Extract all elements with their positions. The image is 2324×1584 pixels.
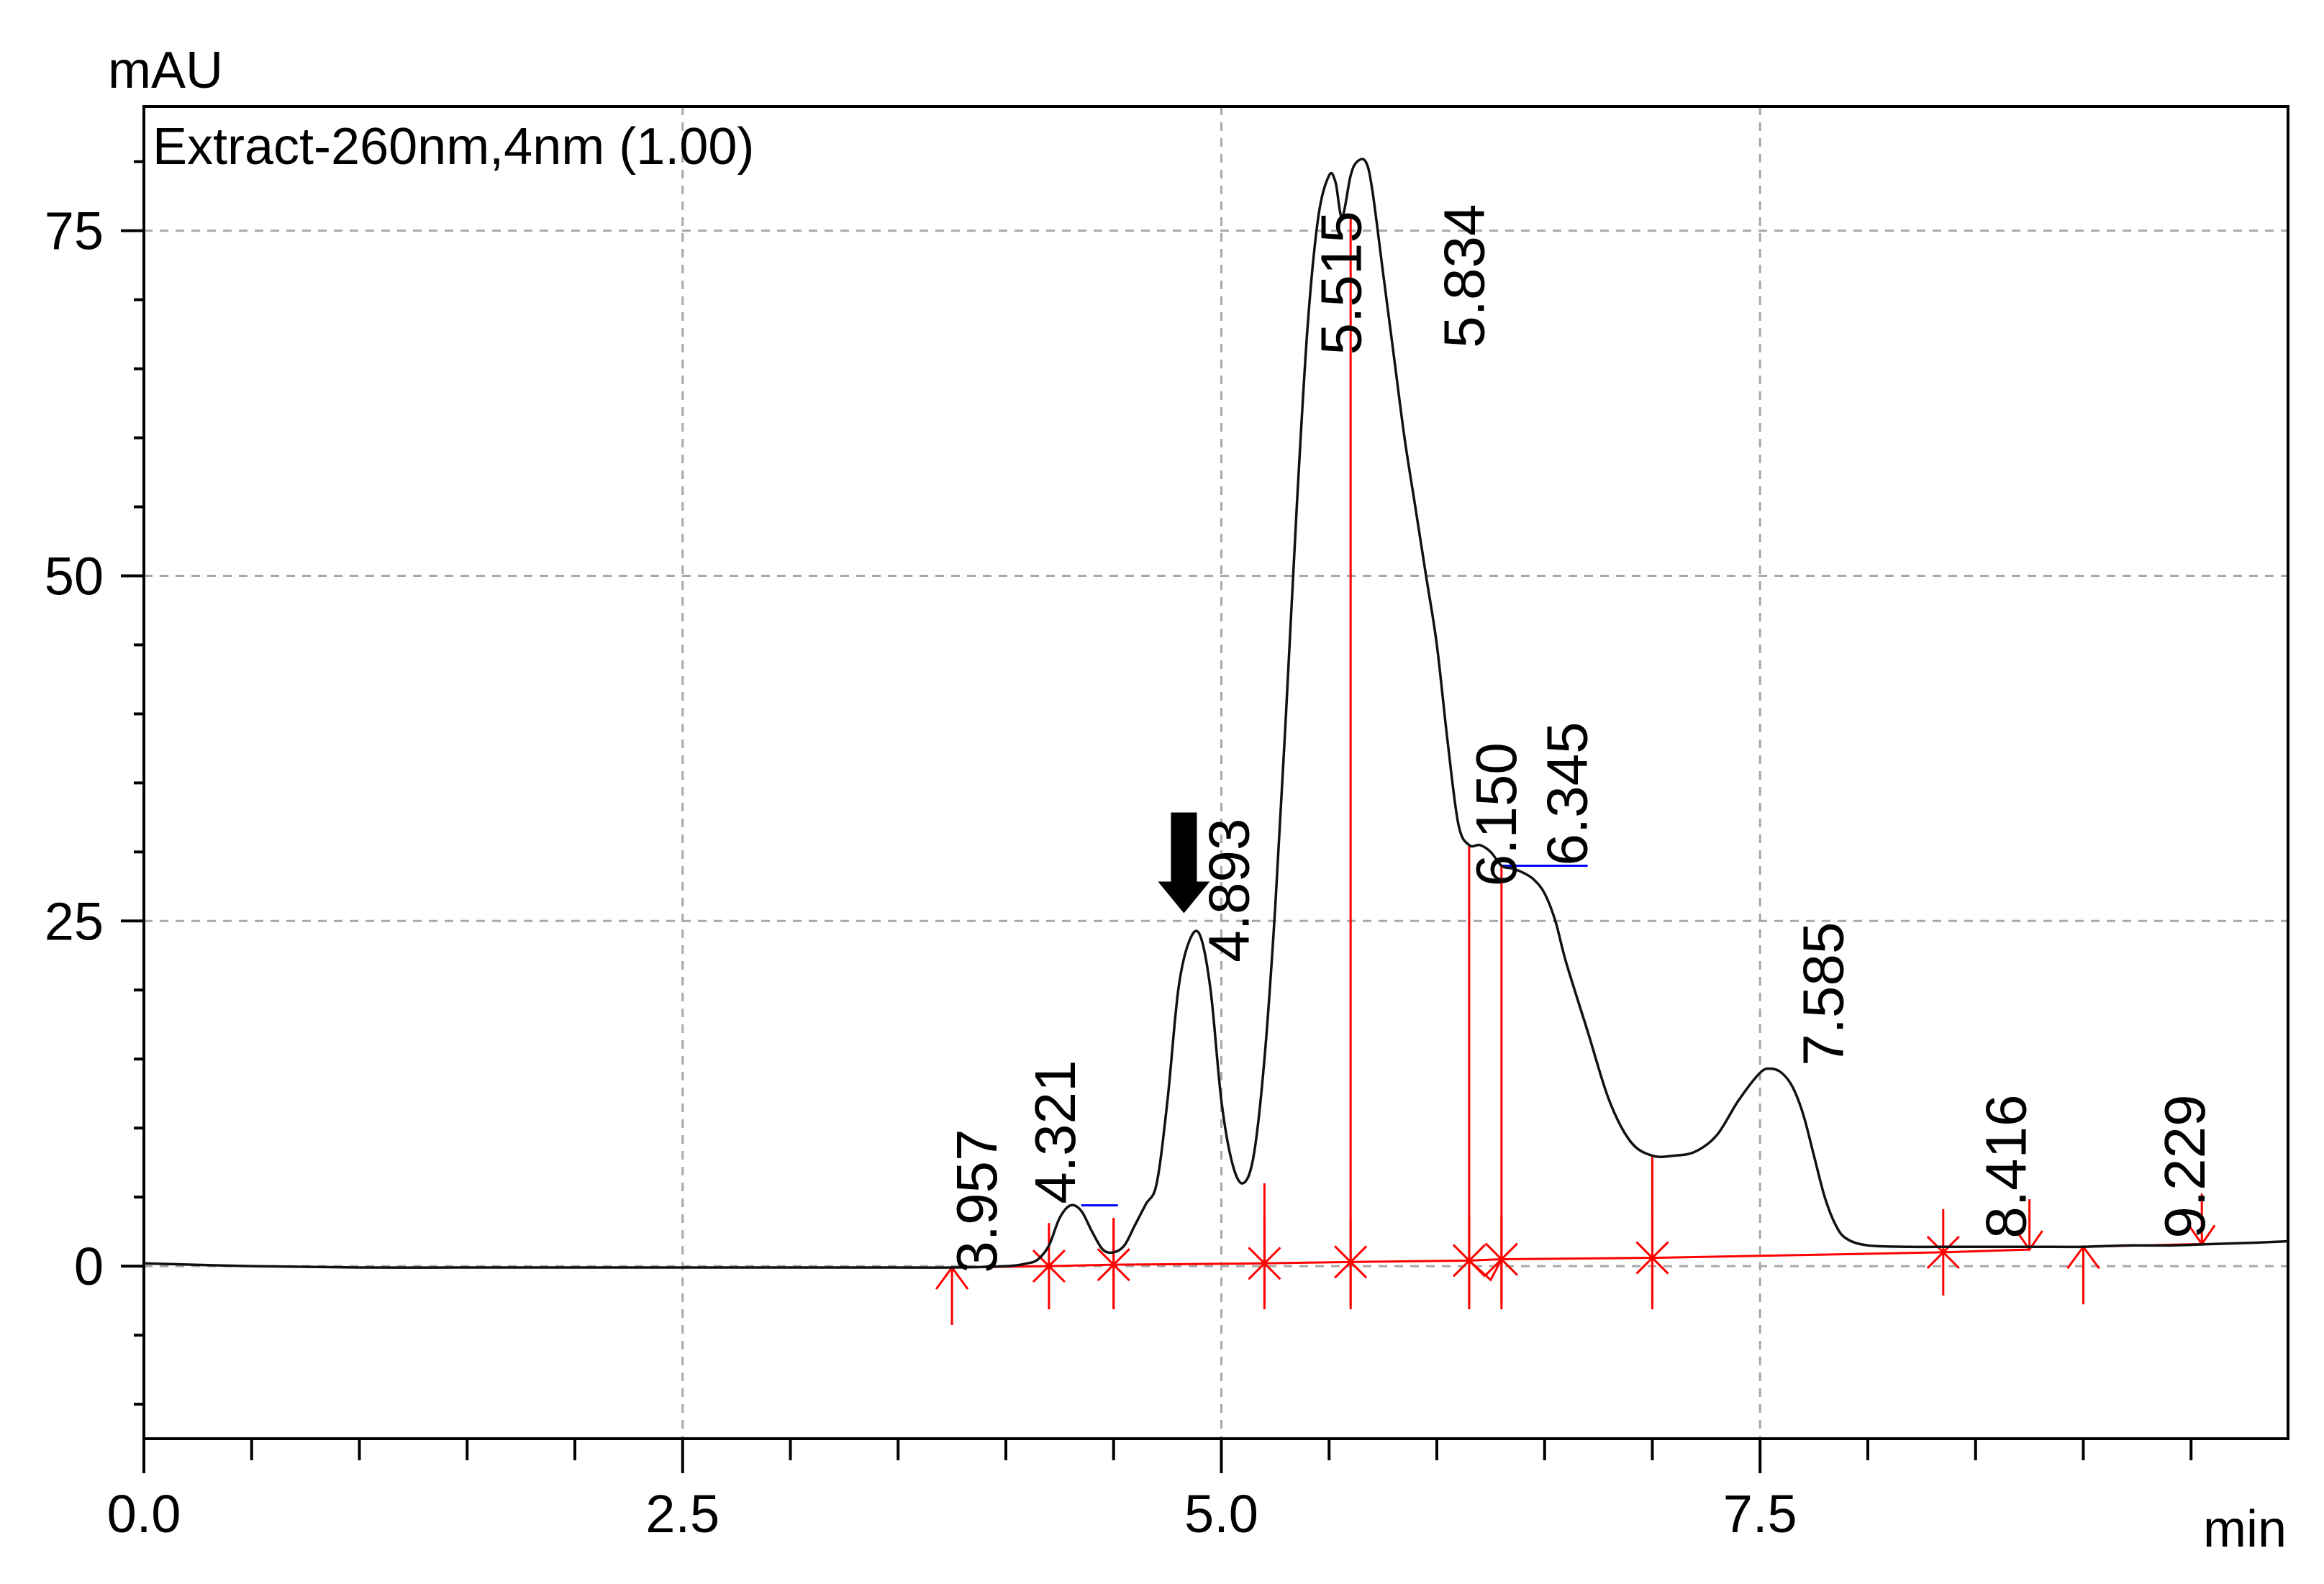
plot-frame: [142, 105, 2289, 1440]
peak-separator-marker: [1452, 1217, 1486, 1304]
series-line: [143, 158, 2289, 1269]
marker-diagonal-b: [1926, 1235, 1960, 1269]
peak-label: 4.893: [1197, 819, 1261, 962]
peak-separator-marker: [1635, 1214, 1669, 1301]
x-tick-label: 2.5: [645, 1484, 720, 1544]
y-tick-label: 25: [45, 891, 104, 951]
plot-border: [142, 105, 2289, 1440]
peak-label: 6.150: [1464, 742, 1528, 886]
axis-ticks: [121, 160, 2193, 1473]
peak-label: 3.957: [945, 1129, 1009, 1273]
x-axis-label: min: [2203, 1501, 2287, 1558]
peak-separator-marker: [1032, 1223, 1066, 1310]
integration-baseline: [952, 1248, 2030, 1269]
peak-label: 6.345: [1535, 722, 1599, 865]
y-tick-label: 75: [45, 201, 104, 261]
tick-labels: 0.0 2.5 5.0 7.5 0 25 50 75: [45, 201, 1797, 1544]
peak-separator-marker: [1097, 1221, 1130, 1308]
marker-diagonal-b: [1635, 1241, 1669, 1275]
peak-end-marker: [2015, 1199, 2043, 1252]
series-trace-group: [143, 158, 2289, 1269]
peak-label: 9.229: [2153, 1095, 2217, 1239]
peak-separator-marker: [1248, 1220, 1281, 1307]
peak-label: 5.834: [1432, 204, 1496, 348]
peak-label: 4.321: [1023, 1060, 1087, 1204]
peak-separator-marker: [1484, 1216, 1518, 1303]
marker-diagonal-b: [1032, 1250, 1066, 1283]
y-axis-label: mAU: [108, 42, 223, 99]
peak-label: 5.515: [1309, 211, 1374, 355]
arrow-icon: [1158, 881, 1210, 914]
peak-label: 8.416: [1974, 1095, 2038, 1239]
marker-diagonal-b: [1248, 1247, 1281, 1280]
marker-diagonal-b: [1097, 1248, 1130, 1282]
marker-diagonal-b: [1484, 1242, 1518, 1276]
arrow-annotation-group: [1158, 812, 1210, 914]
marker-diagonal-b: [1452, 1244, 1486, 1278]
marker-head: [2015, 1230, 2043, 1252]
y-tick-label: 50: [45, 547, 104, 606]
y-tick-label: 0: [74, 1237, 104, 1296]
grid-lines: [144, 106, 2288, 1439]
peak-labels: 3.957 4.321 4.893 5.515 5.834 6.150 6.345 7.585…: [945, 204, 2217, 1273]
x-tick-label: 7.5: [1723, 1484, 1797, 1544]
peak-separator-marker: [1334, 1219, 1368, 1306]
chart-title: Extract-260nm,4nm (1.00): [153, 118, 754, 176]
arrow-shaft: [1171, 812, 1197, 885]
peak-separator-marker: [1926, 1209, 1960, 1296]
x-tick-label: 5.0: [1184, 1484, 1258, 1544]
peak-label: 7.585: [1792, 922, 1856, 1066]
x-tick-label: 0.0: [107, 1484, 181, 1544]
marker-diagonal-b: [1334, 1245, 1368, 1279]
